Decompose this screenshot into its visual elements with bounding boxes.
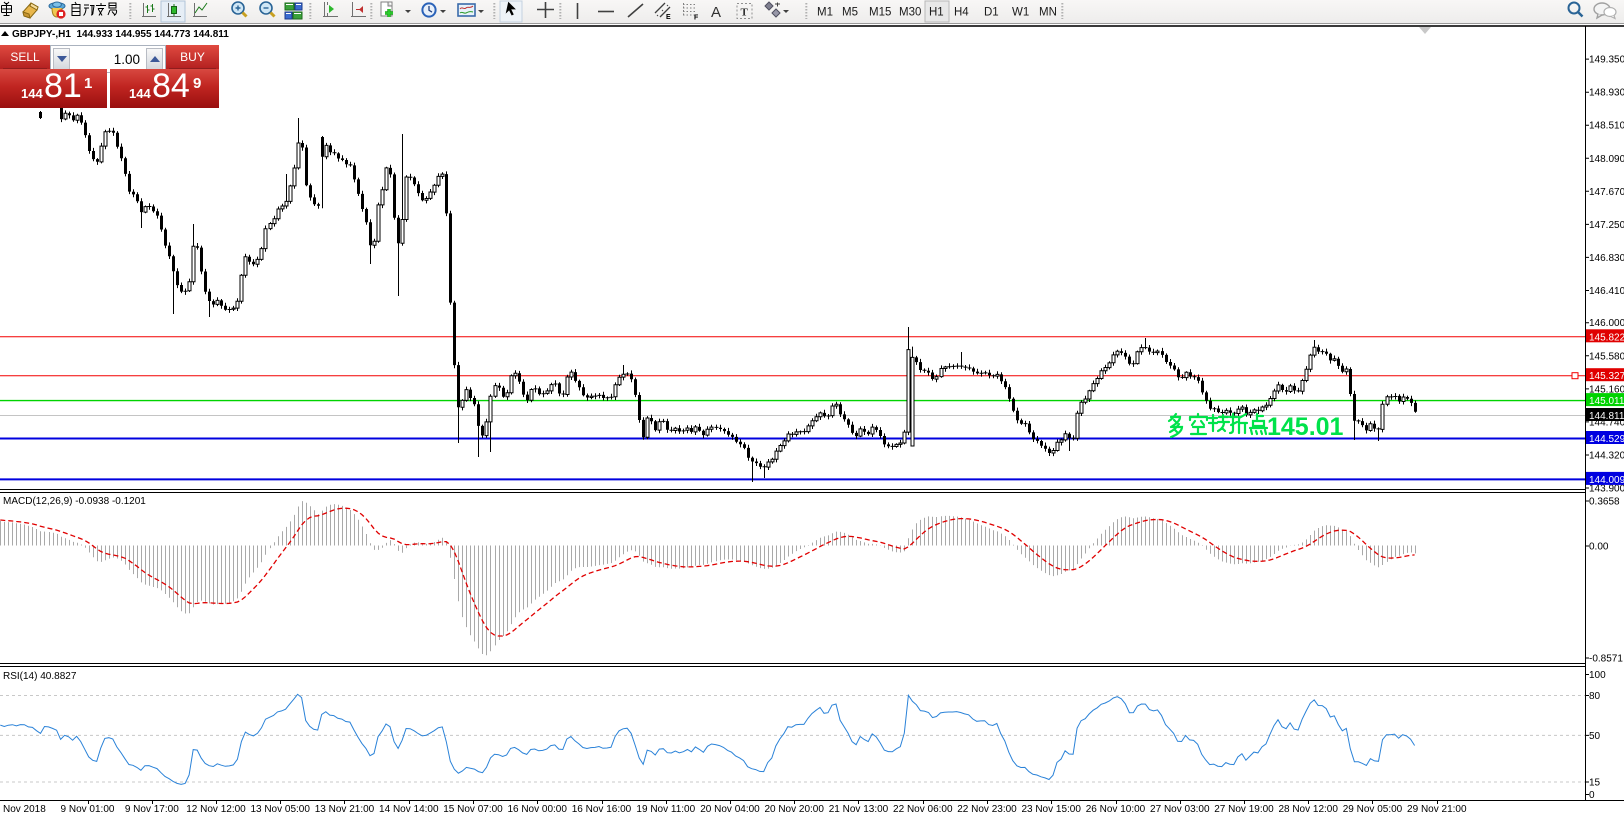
svg-text:145.160: 145.160 (1589, 384, 1624, 395)
svg-text:H1: H1 (929, 7, 944, 19)
svg-text:M30: M30 (899, 7, 921, 19)
svg-text:16 Nov 16:00: 16 Nov 16:00 (572, 804, 632, 815)
svg-text:145.011: 145.011 (1589, 396, 1624, 407)
svg-text:145.580: 145.580 (1589, 351, 1624, 362)
svg-text:RSI(14) 40.8827: RSI(14) 40.8827 (3, 671, 77, 682)
svg-text:15: 15 (1589, 778, 1601, 789)
svg-text:22 Nov 06:00: 22 Nov 06:00 (893, 804, 953, 815)
svg-text:E: E (666, 14, 671, 21)
svg-text:23 Nov 15:00: 23 Nov 15:00 (1021, 804, 1081, 815)
svg-text:MN: MN (1039, 7, 1057, 19)
svg-text:100: 100 (1589, 670, 1606, 681)
svg-text:13 Nov 21:00: 13 Nov 21:00 (315, 804, 375, 815)
svg-text:147.250: 147.250 (1589, 220, 1624, 231)
svg-text:144.740: 144.740 (1589, 417, 1624, 428)
svg-text:9 Nov 17:00: 9 Nov 17:00 (125, 804, 179, 815)
svg-text:0.00: 0.00 (1589, 542, 1609, 553)
svg-text:148.090: 148.090 (1589, 154, 1624, 165)
svg-text:143.900: 143.900 (1589, 484, 1624, 495)
svg-text:15 Nov 07:00: 15 Nov 07:00 (443, 804, 503, 815)
svg-text:149.350: 149.350 (1589, 55, 1624, 66)
svg-text:148.510: 148.510 (1589, 121, 1624, 132)
svg-text:MACD(12,26,9) -0.0938 -0.1201: MACD(12,26,9) -0.0938 -0.1201 (3, 496, 146, 507)
svg-text:27 Nov 03:00: 27 Nov 03:00 (1150, 804, 1210, 815)
svg-text:28 Nov 12:00: 28 Nov 12:00 (1278, 804, 1338, 815)
svg-text:F: F (694, 15, 699, 22)
svg-text:0.3658: 0.3658 (1589, 497, 1620, 508)
svg-text:21 Nov 13:00: 21 Nov 13:00 (829, 804, 889, 815)
svg-text:144.009: 144.009 (1589, 475, 1624, 486)
svg-text:146.830: 146.830 (1589, 253, 1624, 264)
svg-text:145.327: 145.327 (1589, 371, 1624, 382)
svg-text:29 Nov 21:00: 29 Nov 21:00 (1407, 804, 1467, 815)
svg-text:M5: M5 (842, 7, 858, 19)
svg-text:22 Nov 23:00: 22 Nov 23:00 (957, 804, 1017, 815)
svg-text:146.000: 146.000 (1589, 318, 1624, 329)
svg-text:16 Nov 00:00: 16 Nov 00:00 (507, 804, 567, 815)
svg-text:M1: M1 (817, 7, 833, 19)
svg-text:145.822: 145.822 (1589, 332, 1624, 343)
svg-text:148.930: 148.930 (1589, 88, 1624, 99)
svg-text:D1: D1 (984, 7, 999, 19)
svg-text:20 Nov 04:00: 20 Nov 04:00 (700, 804, 760, 815)
svg-text:144.811: 144.811 (1589, 411, 1624, 422)
svg-text:29 Nov 05:00: 29 Nov 05:00 (1343, 804, 1403, 815)
svg-text:20 Nov 20:00: 20 Nov 20:00 (764, 804, 824, 815)
svg-text:146.410: 146.410 (1589, 286, 1624, 297)
svg-text:-0.8571: -0.8571 (1589, 654, 1623, 665)
svg-text:H4: H4 (954, 7, 969, 19)
svg-text:W1: W1 (1012, 7, 1029, 19)
svg-text:26 Nov 10:00: 26 Nov 10:00 (1086, 804, 1146, 815)
svg-text:147.670: 147.670 (1589, 187, 1624, 198)
svg-text:144.320: 144.320 (1589, 451, 1624, 462)
svg-text:12 Nov 12:00: 12 Nov 12:00 (186, 804, 246, 815)
svg-text:T: T (741, 7, 749, 19)
svg-text:145.01: 145.01 (1267, 413, 1344, 441)
svg-text:9 Nov 01:00: 9 Nov 01:00 (61, 804, 115, 815)
svg-text:19 Nov 11:00: 19 Nov 11:00 (636, 804, 695, 815)
svg-text:80: 80 (1589, 691, 1601, 702)
svg-text:13 Nov 05:00: 13 Nov 05:00 (250, 804, 310, 815)
svg-text:50: 50 (1589, 731, 1601, 742)
svg-text:A: A (711, 4, 721, 21)
svg-text:M15: M15 (869, 7, 891, 19)
svg-text:27 Nov 19:00: 27 Nov 19:00 (1214, 804, 1274, 815)
svg-text:14 Nov 14:00: 14 Nov 14:00 (379, 804, 439, 815)
svg-text:0: 0 (1589, 790, 1595, 801)
svg-text:144.529: 144.529 (1589, 434, 1624, 445)
svg-text:Nov 2018: Nov 2018 (3, 804, 46, 815)
